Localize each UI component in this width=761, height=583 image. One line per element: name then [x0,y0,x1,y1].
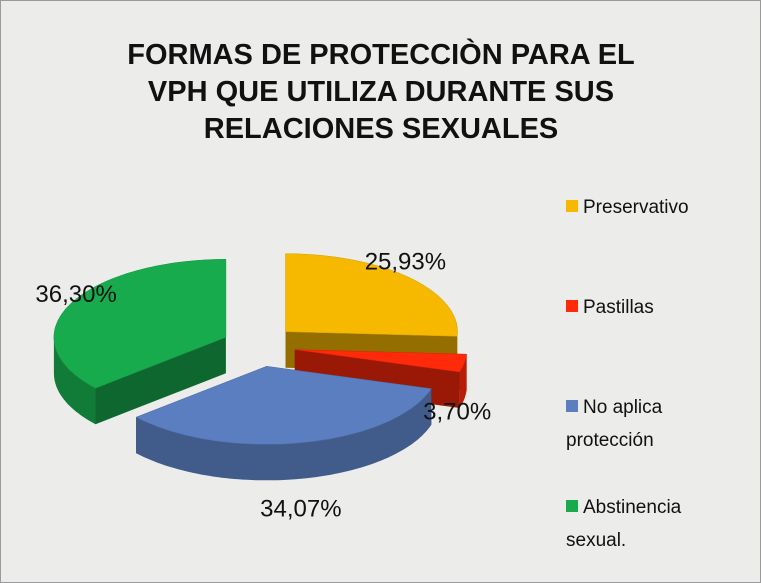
slice [285,253,458,337]
legend-swatch [566,500,578,512]
slice-side [136,388,432,481]
legend-swatch [566,200,578,212]
legend-label: Abstinencia sexual. [566,497,682,551]
value-label: 36,30% [35,281,116,308]
legend-label: No aplica protección [566,397,663,451]
legend-swatch [566,400,578,412]
slice [53,259,227,389]
legend-swatch [566,300,578,312]
value-label: 25,93% [365,248,446,275]
slice [135,366,432,445]
value-label: 34,07% [260,496,341,523]
value-label: 3,70% [423,398,491,425]
slice-cut-face [95,337,226,425]
legend-item: No aplica protección [566,391,716,457]
slice-side [459,354,467,408]
legend-label: Preservativo [583,197,689,218]
legend-item: Pastillas [566,291,716,324]
legend-item: Abstinencia sexual. [566,491,716,557]
chart-title: FORMAS DE PROTECCIÒN PARA EL VPH QUE UTI… [127,39,635,145]
legend-item: Preservativo [566,191,716,224]
legend-label: Pastillas [583,297,654,318]
slice-side [53,337,96,425]
slice [294,349,467,373]
